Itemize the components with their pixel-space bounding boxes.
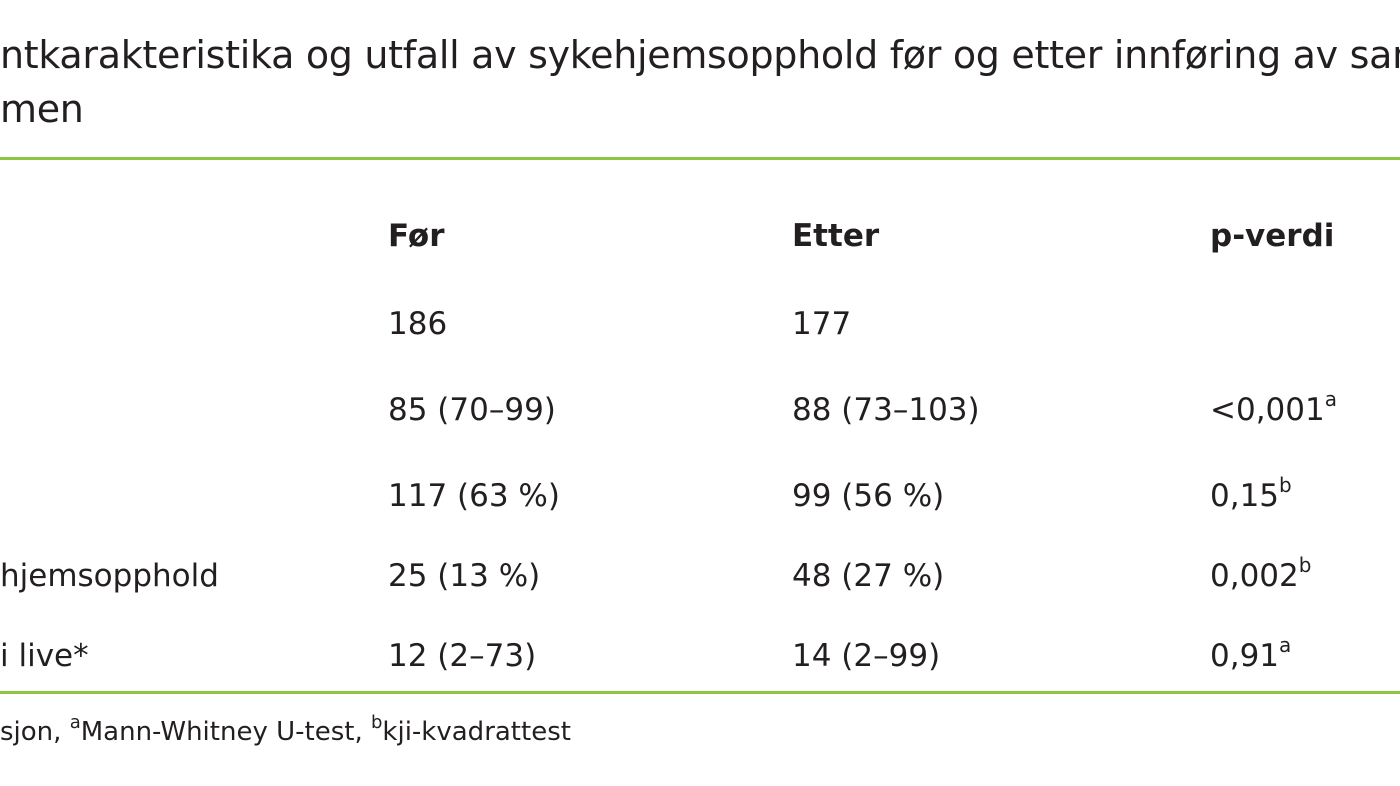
- row-2-p-value: <0,001: [1210, 392, 1325, 428]
- row-4-etter: 48 (27 %): [792, 558, 945, 594]
- row-2-etter: 88 (73–103): [792, 392, 980, 428]
- row-5-label: i live*: [0, 638, 89, 674]
- footnote-sup-b: b: [370, 712, 383, 733]
- row-3-p-sup: b: [1279, 473, 1292, 497]
- row-3-p-value: 0,15: [1210, 478, 1280, 514]
- table-title-line-2: men: [0, 87, 84, 131]
- row-2-p-sup: a: [1324, 387, 1337, 411]
- top-divider: [0, 157, 1400, 160]
- footnote-part-1: sjon,: [0, 717, 70, 747]
- row-3-for: 117 (63 %): [388, 478, 560, 514]
- bottom-divider: [0, 691, 1400, 694]
- row-5-p-sup: a: [1279, 633, 1292, 657]
- row-4-p: 0,002b: [1210, 553, 1312, 599]
- row-5-for: 12 (2–73): [388, 638, 537, 674]
- row-2-for: 85 (70–99): [388, 392, 556, 428]
- row-4-for: 25 (13 %): [388, 558, 541, 594]
- row-5-etter: 14 (2–99): [792, 638, 941, 674]
- row-2-p: <0,001a: [1210, 387, 1337, 433]
- table-footnote: sjon, aMann-Whitney U-test, bkji-kvadrat…: [0, 712, 571, 753]
- row-4-label: hjemsopphold: [0, 558, 219, 594]
- footnote-sup-a: a: [69, 712, 81, 733]
- row-1-for: 186: [388, 306, 448, 342]
- row-3-p: 0,15b: [1210, 473, 1292, 519]
- row-5-p: 0,91a: [1210, 633, 1292, 679]
- footnote-part-3: kji-kvadrattest: [382, 717, 571, 747]
- row-5-p-value: 0,91: [1210, 638, 1280, 674]
- table-title-line-1: ntkarakteristika og utfall av sykehjemso…: [0, 33, 1400, 77]
- row-3-etter: 99 (56 %): [792, 478, 945, 514]
- header-p-verdi: p-verdi: [1210, 218, 1335, 254]
- footnote-part-2: Mann-Whitney U-test,: [80, 717, 371, 747]
- header-etter: Etter: [792, 218, 880, 254]
- table-title: ntkarakteristika og utfall av sykehjemso…: [0, 28, 1400, 136]
- row-4-p-value: 0,002: [1210, 558, 1299, 594]
- header-for: Før: [388, 218, 445, 254]
- row-1-etter: 177: [792, 306, 852, 342]
- row-4-p-sup: b: [1298, 553, 1312, 577]
